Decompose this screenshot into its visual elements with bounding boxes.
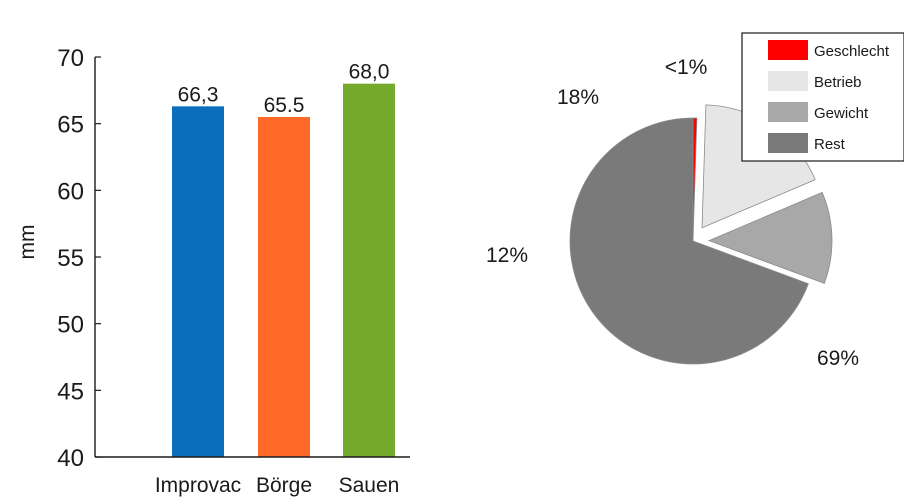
bar-value-label: 65.5 xyxy=(264,94,305,117)
legend-label: Rest xyxy=(814,136,846,153)
legend-swatch xyxy=(768,71,808,91)
pie-slice xyxy=(692,117,698,242)
y-tick-label: 70 xyxy=(57,45,84,72)
bar-value-label: 68,0 xyxy=(349,61,390,84)
y-tick-label: 50 xyxy=(57,312,84,339)
y-tick-label: 55 xyxy=(57,245,84,272)
x-tick-label: Sauen xyxy=(339,474,400,497)
pie-legend: Geschlecht Betrieb Gewicht Rest xyxy=(741,32,904,162)
y-tick-label: 65 xyxy=(57,112,84,139)
bar xyxy=(172,106,224,457)
pie-slices xyxy=(569,104,833,365)
y-axis-ticks: 40 45 50 55 60 65 70 xyxy=(57,45,101,472)
pie-labels: <1% 18% 12% 69% xyxy=(486,56,859,370)
y-tick-label: 45 xyxy=(57,378,84,405)
x-tick-label: Improvac xyxy=(155,474,241,497)
pie-slice xyxy=(569,117,809,365)
y-axis-label: mm xyxy=(16,225,39,260)
legend-swatch xyxy=(768,133,808,153)
bar xyxy=(258,117,310,457)
legend-items: Geschlecht Betrieb Gewicht Rest xyxy=(768,40,890,153)
legend-label: Betrieb xyxy=(814,74,862,91)
pie-chart: <1% 18% 12% 69% xyxy=(486,56,859,370)
legend-swatch xyxy=(768,40,808,60)
x-axis-labels: Improvac Börge Sauen xyxy=(155,474,400,497)
bar-marks: 66,3 65.5 68,0 xyxy=(172,61,395,458)
pie-slice-label: 12% xyxy=(486,244,528,267)
pie-slice-label: 69% xyxy=(817,347,859,370)
pie-slice xyxy=(707,191,833,284)
bar-value-label: 66,3 xyxy=(178,83,219,106)
y-tick-label: 60 xyxy=(57,178,84,205)
pie-slice-label: <1% xyxy=(665,56,708,79)
x-tick-label: Börge xyxy=(256,474,312,497)
legend-label: Gewicht xyxy=(814,105,869,122)
bar-chart: mm 40 45 50 55 60 65 70 66,3 65.5 68,0 Improvac B… xyxy=(16,45,410,497)
bar xyxy=(343,83,395,458)
legend-swatch xyxy=(768,102,808,122)
y-tick-label: 40 xyxy=(57,445,84,472)
legend-label: Geschlecht xyxy=(814,43,890,60)
pie-slice-label: 18% xyxy=(557,86,599,109)
